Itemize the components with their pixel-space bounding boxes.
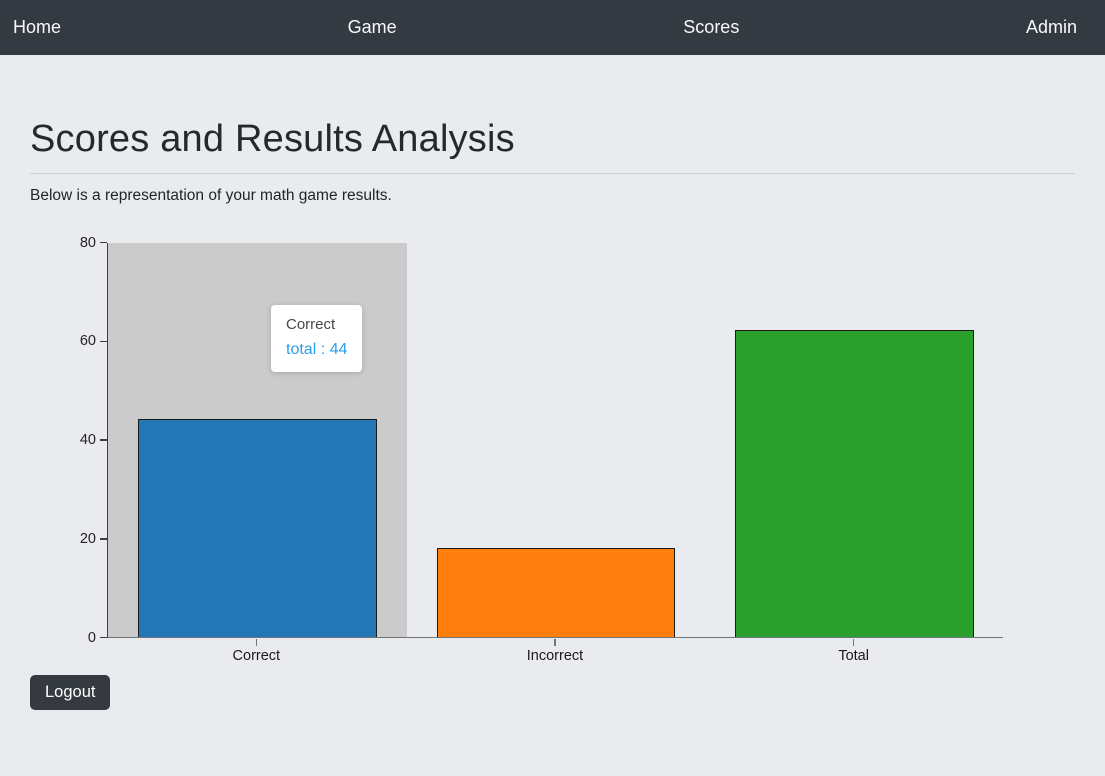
y-tick-label: 80 <box>79 234 96 251</box>
nav-item-home[interactable]: Home <box>13 17 62 37</box>
y-tick-mark <box>100 241 107 244</box>
tooltip-value: total : 44 <box>286 340 348 358</box>
x-tick-mark <box>852 639 855 647</box>
y-tick-mark <box>100 340 107 343</box>
logout-button[interactable]: Logout <box>30 674 111 710</box>
y-tick-label: 60 <box>79 333 96 350</box>
results-bar-chart: Correct total : 44 0 20 40 60 80 Correct Incor… <box>30 235 1075 666</box>
x-tick-label: Correct <box>232 647 281 664</box>
y-tick-mark <box>100 636 107 639</box>
tooltip-title: Correct <box>286 315 336 333</box>
nav-item-scores[interactable]: Scores <box>683 17 740 37</box>
x-tick-label: Incorrect <box>526 647 584 664</box>
title-divider <box>30 172 1075 174</box>
plot-area[interactable]: Correct total : 44 <box>107 242 1003 638</box>
y-tick-label: 0 <box>87 629 96 646</box>
nav-item-game[interactable]: Game <box>347 17 397 37</box>
page-subtitle: Below is a representation of your math g… <box>30 186 392 204</box>
nav-item-admin[interactable]: Admin <box>1025 17 1077 37</box>
x-tick-mark <box>554 639 556 647</box>
chart-tooltip: Correct total : 44 <box>271 304 363 372</box>
y-tick-mark <box>100 439 107 441</box>
bar-incorrect[interactable] <box>436 547 676 637</box>
y-tick-label: 40 <box>79 432 96 449</box>
page-title: Scores and Results Analysis <box>30 118 515 160</box>
x-tick-mark <box>255 639 258 647</box>
navbar: Home Game Scores Admin <box>0 0 1105 55</box>
bar-correct[interactable] <box>137 419 377 637</box>
y-tick-mark <box>100 538 107 540</box>
x-tick-label: Total <box>838 647 869 664</box>
y-tick-label: 20 <box>79 530 96 547</box>
main-content: Scores and Results Analysis Below is a r… <box>0 117 1105 710</box>
bar-total[interactable] <box>735 330 975 637</box>
